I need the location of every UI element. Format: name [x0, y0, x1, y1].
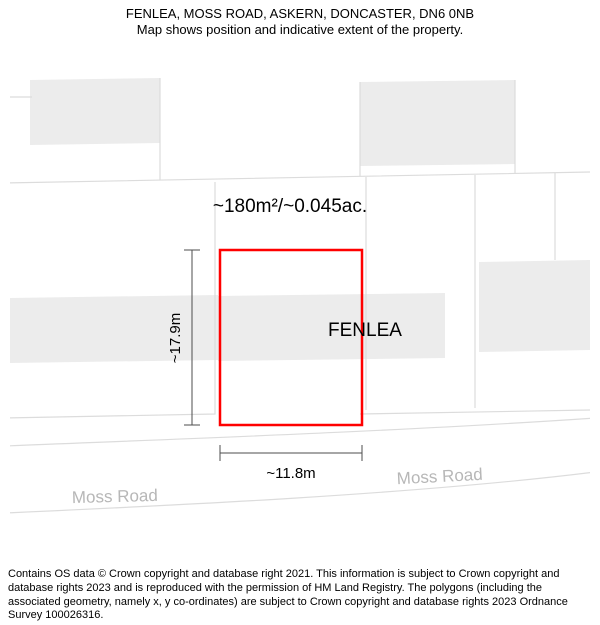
map-title: FENLEA, MOSS ROAD, ASKERN, DONCASTER, DN… [0, 6, 600, 22]
building-footprint [30, 78, 160, 145]
building-footprint [479, 260, 590, 352]
building-footprint [360, 80, 515, 166]
property-name-label: FENLEA [328, 320, 402, 341]
property-map: ~180m²/~0.045ac. FENLEA ~17.9m ~11.8m Mo… [10, 40, 590, 535]
area-label: ~180m²/~0.045ac. [213, 196, 367, 217]
building-footprint [10, 295, 218, 363]
map-container: ~180m²/~0.045ac. FENLEA ~17.9m ~11.8m Mo… [10, 40, 590, 535]
width-dimension-label: ~11.8m [266, 465, 315, 482]
road-label-left: Moss Road [72, 486, 158, 507]
map-header: FENLEA, MOSS ROAD, ASKERN, DONCASTER, DN… [0, 0, 600, 37]
height-dimension-label: ~17.9m [167, 313, 184, 363]
map-subtitle: Map shows position and indicative extent… [0, 22, 600, 38]
attribution-footer: Contains OS data © Crown copyright and d… [8, 568, 592, 623]
